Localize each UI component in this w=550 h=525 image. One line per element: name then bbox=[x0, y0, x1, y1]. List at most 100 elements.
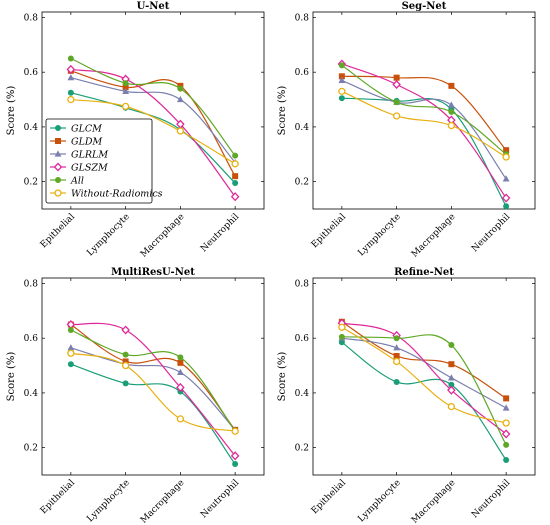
legend-marker bbox=[54, 150, 62, 157]
data-point-gldm bbox=[393, 74, 400, 81]
data-point-gldm bbox=[122, 84, 129, 91]
chart-panel-0: U-Net 0.2 0.4 0.6 0.8 Score (%) Epithelial Lymp… bbox=[6, 1, 265, 260]
x-tick-label: Lymphocyte bbox=[356, 212, 402, 258]
legend-entry: Without-Radiomics bbox=[71, 189, 163, 200]
data-point-all bbox=[503, 441, 510, 448]
chart-title: U-Net bbox=[137, 1, 170, 12]
series-line-glcm bbox=[70, 363, 236, 465]
data-point-without-radiomics bbox=[392, 112, 401, 120]
series-line-without-radiomics bbox=[70, 98, 236, 165]
x-tick-label: Epithelial bbox=[310, 478, 348, 516]
plot-frame bbox=[312, 11, 536, 210]
data-point-glcm bbox=[393, 378, 400, 385]
legend-entry: GLDM bbox=[71, 137, 103, 148]
data-point-glrlm bbox=[122, 87, 130, 94]
x-tick-label: Neutrophil bbox=[470, 212, 512, 254]
series-line-glcm bbox=[70, 92, 236, 184]
data-point-all bbox=[67, 55, 74, 62]
x-tick-label: Neutrophil bbox=[199, 212, 241, 254]
chart-panel-3: Refine-Net 0.2 0.4 0.6 0.8 Score (%) Epithelia… bbox=[277, 267, 536, 525]
data-point-all bbox=[67, 326, 74, 333]
data-point-glszm bbox=[176, 382, 185, 392]
legend-entry: GLSZM bbox=[71, 163, 108, 174]
y-tick-label: 0.6 bbox=[24, 334, 39, 344]
series-line-gldm bbox=[70, 324, 236, 431]
legend-entry: GLCM bbox=[71, 124, 102, 135]
data-point-all bbox=[448, 342, 455, 349]
data-point-glszm bbox=[501, 193, 511, 203]
data-point-without-radiomics bbox=[502, 419, 510, 427]
series-line-all bbox=[341, 64, 507, 155]
legend-marker bbox=[55, 125, 61, 131]
data-point-without-radiomics bbox=[392, 357, 401, 366]
x-tick-label: Epithelial bbox=[39, 212, 77, 250]
y-tick-label: 0.8 bbox=[295, 13, 310, 23]
data-point-glszm bbox=[230, 192, 240, 202]
series-line-glrlm bbox=[70, 77, 236, 163]
x-tick-label: Macrophage bbox=[139, 212, 187, 260]
legend-box bbox=[45, 118, 153, 204]
data-point-glcm bbox=[503, 203, 510, 210]
data-point-all bbox=[122, 351, 129, 358]
legend-marker bbox=[53, 162, 63, 172]
legend-entry: All bbox=[70, 176, 84, 187]
x-tick-label: Neutrophil bbox=[470, 478, 512, 520]
data-point-glszm bbox=[121, 325, 130, 335]
data-point-glszm bbox=[230, 451, 240, 461]
series-line-glcm bbox=[341, 97, 507, 207]
data-point-glcm bbox=[232, 180, 239, 187]
data-point-glcm bbox=[338, 95, 345, 102]
y-tick-label: 0.2 bbox=[295, 178, 309, 188]
series-line-glcm bbox=[341, 341, 507, 461]
data-point-glrlm bbox=[338, 76, 346, 84]
data-point-all bbox=[177, 354, 184, 361]
y-tick-label: 0.4 bbox=[295, 389, 310, 399]
series-line-all bbox=[70, 57, 236, 157]
data-point-all bbox=[448, 108, 455, 115]
y-tick-label: 0.2 bbox=[24, 444, 38, 454]
x-tick-label: Macrophage bbox=[139, 478, 187, 525]
x-tick-label: Epithelial bbox=[39, 478, 77, 516]
data-point-all bbox=[393, 99, 400, 106]
y-axis-label: Score (%) bbox=[6, 352, 17, 402]
data-point-without-radiomics bbox=[447, 121, 456, 130]
x-tick-label: Epithelial bbox=[310, 212, 348, 250]
series-line-glszm bbox=[341, 322, 507, 435]
series-line-glszm bbox=[341, 63, 507, 199]
y-tick-label: 0.8 bbox=[24, 13, 39, 23]
y-axis-label: Score (%) bbox=[6, 86, 17, 136]
data-point-gldm bbox=[338, 73, 345, 80]
series-line-without-radiomics bbox=[70, 352, 236, 432]
plot-frame bbox=[312, 277, 536, 476]
series-line-glrlm bbox=[341, 337, 507, 409]
data-point-glcm bbox=[67, 361, 74, 368]
data-point-glrlm bbox=[393, 344, 401, 351]
y-tick-label: 0.2 bbox=[295, 444, 309, 454]
legend-entry: GLRLM bbox=[71, 150, 108, 161]
data-point-without-radiomics bbox=[121, 102, 130, 111]
data-point-all bbox=[177, 85, 184, 92]
data-point-without-radiomics bbox=[447, 402, 456, 411]
chart-title: Refine-Net bbox=[394, 267, 454, 278]
y-tick-label: 0.8 bbox=[295, 279, 310, 289]
x-tick-label: Neutrophil bbox=[199, 478, 241, 520]
data-point-all bbox=[122, 80, 129, 87]
data-point-without-radiomics bbox=[176, 127, 185, 135]
data-point-glcm bbox=[503, 456, 510, 463]
y-tick-label: 0.4 bbox=[24, 123, 39, 133]
y-tick-label: 0.6 bbox=[24, 68, 39, 78]
data-point-glszm bbox=[66, 64, 76, 75]
y-tick-label: 0.2 bbox=[24, 178, 38, 188]
data-point-all bbox=[338, 333, 345, 340]
data-point-glcm bbox=[338, 339, 345, 346]
data-point-gldm bbox=[177, 359, 184, 366]
chart-panel-1: Seg-Net 0.2 0.4 0.6 0.8 Score (%) Epithelial Ly… bbox=[277, 1, 536, 260]
data-point-gldm bbox=[448, 82, 455, 89]
data-point-without-radiomics bbox=[176, 415, 185, 423]
data-point-without-radiomics bbox=[67, 95, 75, 104]
data-point-without-radiomics bbox=[502, 153, 510, 161]
data-point-glcm bbox=[448, 381, 455, 388]
series-line-glrlm bbox=[341, 79, 507, 180]
data-point-gldm bbox=[503, 147, 510, 154]
